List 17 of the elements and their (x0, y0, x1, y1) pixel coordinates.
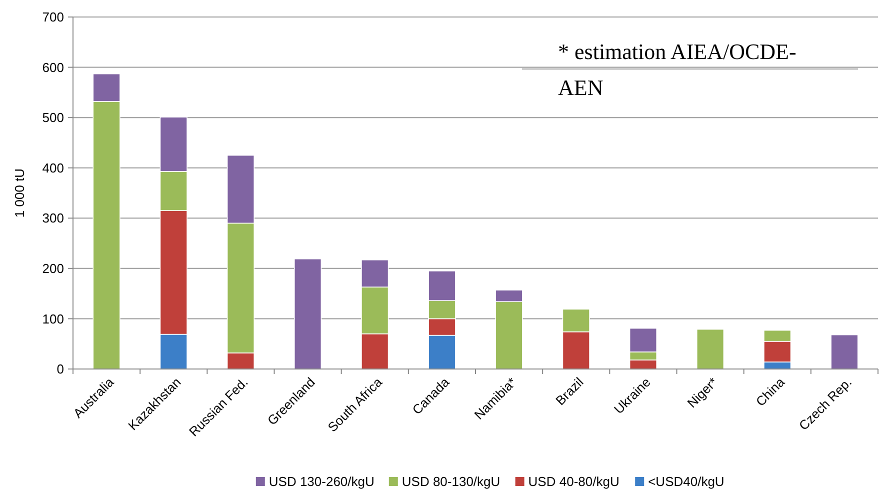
bar (294, 258, 322, 370)
y-tick-label: 0 (56, 362, 64, 377)
legend-label: USD 40-80/kgU (528, 474, 620, 489)
bar (830, 334, 858, 370)
y-tick-label: 700 (42, 10, 64, 25)
y-tick-label: 100 (42, 311, 64, 326)
legend-label: <USD40/kgU (648, 474, 724, 489)
bar (696, 328, 724, 370)
y-tick-label: 300 (42, 210, 64, 226)
y-tick-label: 200 (42, 260, 64, 276)
y-tick-label: 400 (42, 160, 64, 176)
annotation: * estimation AIEA/OCDE-AEN (558, 39, 796, 100)
legend-label: USD 130-260/kgU (268, 474, 374, 489)
y-tick-label: 500 (42, 110, 64, 126)
y-tick-label: 600 (42, 60, 64, 75)
y-axis-title: 1 000 tU (12, 168, 27, 218)
legend-label: USD 80-130/kgU (402, 474, 500, 489)
